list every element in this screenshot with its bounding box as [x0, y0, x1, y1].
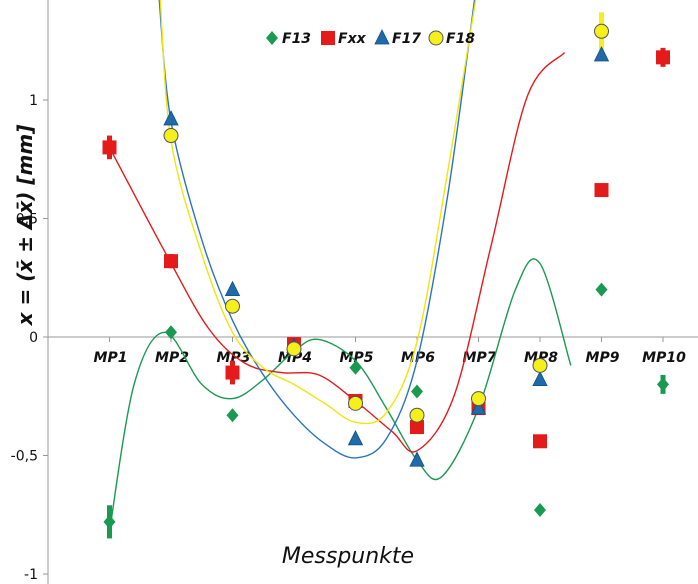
- point-f18: [348, 395, 363, 411]
- point-f17: [532, 370, 548, 387]
- x-axis-title: Messpunkte: [282, 544, 414, 569]
- point-f18: [225, 298, 240, 314]
- point-f13: [349, 360, 362, 375]
- x-tick-label: MP9: [586, 350, 620, 366]
- point-fxx: [410, 420, 424, 435]
- point-fxx: [225, 365, 240, 380]
- x-tick-label: MP2: [155, 350, 189, 366]
- legend-marker-f18: [428, 30, 444, 46]
- point-f18: [163, 128, 179, 144]
- point-f13: [657, 377, 669, 392]
- point-f18: [471, 391, 486, 407]
- y-axis-title: x = (x̄ ± Δx̄) [mm]: [13, 125, 37, 327]
- y-tick-label: -0,5: [11, 449, 38, 465]
- point-f17: [409, 451, 425, 467]
- y-tick-label: 0: [29, 330, 38, 346]
- legend-label: F18: [446, 31, 475, 47]
- y-tick-label: 1: [29, 93, 38, 109]
- point-fxx: [594, 183, 609, 198]
- legend-marker-f13: [266, 31, 278, 45]
- point-f13: [534, 503, 546, 518]
- trendline-f18: [159, 0, 477, 425]
- x-tick-label: MP8: [524, 350, 558, 366]
- y-tick-label: 0,5: [16, 212, 38, 228]
- point-f17: [593, 46, 610, 62]
- point-fxx: [102, 140, 117, 155]
- error-bars: [107, 12, 666, 539]
- markers: [102, 23, 670, 529]
- trendlines: [108, 0, 572, 532]
- point-f13: [411, 384, 423, 399]
- legend: F13 Fxx F17 F18: [266, 29, 475, 47]
- point-f17: [224, 280, 241, 297]
- point-f18: [594, 23, 609, 39]
- legend-label: F13: [282, 31, 311, 47]
- trendline-f17: [158, 0, 476, 459]
- point-f13: [165, 325, 177, 340]
- point-fxx: [656, 50, 670, 65]
- x-tick-label: MP1: [94, 350, 128, 366]
- legend-label: F17: [392, 31, 421, 47]
- point-f13: [595, 282, 608, 297]
- point-f17: [163, 110, 179, 126]
- legend-marker-f17: [374, 29, 390, 45]
- point-f13: [226, 408, 239, 423]
- point-fxx: [164, 254, 178, 269]
- point-f18: [532, 357, 548, 373]
- point-f17: [470, 399, 487, 415]
- point-f18: [286, 341, 302, 357]
- trendline-fxx: [108, 52, 566, 453]
- point-f17: [347, 430, 364, 446]
- legend-label: Fxx: [338, 31, 367, 47]
- point-f13: [103, 514, 116, 529]
- x-tick-label: MP4: [278, 350, 312, 366]
- point-fxx: [533, 434, 547, 449]
- x-tick-label: MP10: [642, 350, 686, 366]
- point-f18: [409, 407, 425, 423]
- y-tick-label: -1: [24, 567, 38, 583]
- legend-marker-fxx: [321, 31, 335, 45]
- trendline-f13: [108, 258, 572, 532]
- x-tick-label: MP7: [463, 350, 497, 366]
